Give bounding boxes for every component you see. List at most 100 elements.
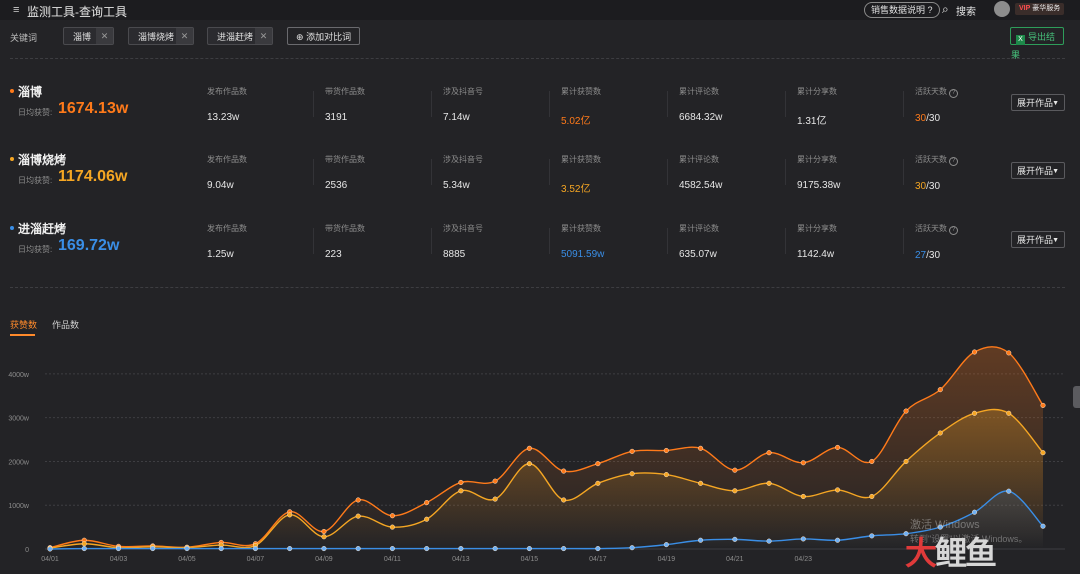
side-scroll-handle[interactable] <box>1073 386 1080 408</box>
brand-logo: 大鲤鱼 <box>905 528 997 574</box>
y-tick-label: 0 <box>25 547 29 554</box>
metric-value: 13.23w <box>207 112 240 123</box>
add-compare-keyword-button[interactable]: ⊕ 添加对比词 <box>287 27 361 45</box>
remove-icon[interactable]: ✕ <box>96 28 113 44</box>
export-results-button[interactable]: X 导出结果 <box>1010 27 1064 60</box>
metric-label: 累计分享数 <box>797 224 837 233</box>
keyword-chip[interactable]: 淄博 ✕ <box>63 27 114 45</box>
data-point <box>732 467 738 473</box>
avg-likes-value: 1174.06w <box>58 168 128 185</box>
data-point <box>47 546 53 552</box>
data-point <box>1040 523 1046 529</box>
data-point <box>1040 450 1046 456</box>
metric-label: 涉及抖音号 <box>443 155 483 164</box>
series-line <box>49 346 1044 549</box>
series-area <box>50 409 1043 549</box>
metric-value: 9.04w <box>207 180 234 191</box>
metric-label-text: 活跃天数 <box>915 87 947 96</box>
metric: 涉及抖音号 5.34w <box>443 154 553 191</box>
remove-icon[interactable]: ✕ <box>255 28 272 44</box>
data-point <box>869 458 875 464</box>
data-point <box>526 546 532 552</box>
metric-value: 1142.4w <box>797 249 835 260</box>
tab-likes[interactable]: 获赞数 <box>10 320 38 330</box>
metric-label: 累计分享数 <box>797 155 837 164</box>
remove-icon[interactable]: ✕ <box>176 28 193 44</box>
metric-label: 带货作品数 <box>325 155 365 164</box>
keyword-chip[interactable]: 淄博烧烤 ✕ <box>128 27 194 45</box>
keyword-chip-label: 进淄赶烤 <box>217 32 254 42</box>
active-days: 30 <box>915 113 927 124</box>
data-point <box>629 471 635 477</box>
data-point <box>81 541 87 547</box>
metric: 涉及抖音号 8885 <box>443 223 553 260</box>
metric: 累计评论数 635.07w <box>679 223 789 260</box>
data-point <box>287 512 293 518</box>
info-icon[interactable]: ? <box>949 157 958 166</box>
metric-separator <box>667 91 668 117</box>
metric-label: 累计获赞数 <box>561 224 601 233</box>
keyword-row: 淄博 日均获赞: 1674.13w 发布作品数 13.23w 带货作品数 3191 涉及抖音号… <box>0 83 1080 143</box>
metric-label: 发布作品数 <box>207 224 247 233</box>
metric-value: 7.14w <box>443 112 470 123</box>
caret-down-icon: ▼ <box>1052 100 1059 107</box>
metric-value: 3.52亿 <box>561 184 591 195</box>
expand-label: 展开作品 <box>1017 166 1054 176</box>
divider <box>10 58 1065 59</box>
tab-works[interactable]: 作品数 <box>52 320 80 330</box>
sales-data-help-button[interactable]: 销售数据说明 ? <box>864 2 940 18</box>
data-point <box>698 480 704 486</box>
vip-badge[interactable]: VIP 豪华服务 <box>1015 3 1065 15</box>
data-point <box>971 509 978 515</box>
data-point <box>492 496 498 502</box>
data-point <box>903 458 909 464</box>
info-icon[interactable]: ? <box>949 89 958 98</box>
data-point <box>766 480 772 486</box>
active-days-value: 30/30 <box>915 181 1025 192</box>
x-tick-label: 04/03 <box>110 556 128 563</box>
metric-separator <box>903 91 904 117</box>
avatar[interactable] <box>994 1 1010 17</box>
metric: 活跃天数? 30/30 <box>915 86 1025 124</box>
vip-service-label: 豪华服务 <box>1032 5 1061 12</box>
data-point <box>1006 410 1012 416</box>
menu-icon[interactable]: ≡ <box>13 4 20 16</box>
page-title: 监测工具-查询工具 <box>27 5 127 19</box>
data-point <box>321 546 327 552</box>
x-tick-label: 04/23 <box>795 556 813 563</box>
data-point <box>869 493 875 500</box>
metric: 发布作品数 9.04w <box>207 154 317 191</box>
metric-label: 带货作品数 <box>325 87 365 96</box>
metric-separator <box>549 228 550 254</box>
metric-value: 6684.32w <box>679 112 723 123</box>
excel-icon: X <box>1016 35 1025 45</box>
data-point <box>766 450 772 456</box>
active-days-total: /30 <box>926 250 941 261</box>
expand-works-button[interactable]: 展开作品 ▼ <box>1011 162 1065 179</box>
windows-activation-watermark: 激活 Windows <box>910 519 980 531</box>
info-icon[interactable]: ? <box>949 226 958 235</box>
keyword-name: 淄博烧烤 <box>18 153 67 167</box>
data-point <box>424 546 430 552</box>
data-point <box>561 497 567 503</box>
expand-works-button[interactable]: 展开作品 ▼ <box>1011 94 1065 111</box>
metric-value: 4582.54w <box>679 180 723 191</box>
caret-down-icon: ▼ <box>1052 168 1059 175</box>
metric: 累计获赞数 5.02亿 <box>561 86 671 127</box>
metric-separator <box>785 159 786 185</box>
export-label: 导出结果 <box>1011 32 1056 60</box>
keyword-dot <box>10 226 14 230</box>
metric-label: 带货作品数 <box>325 224 365 233</box>
data-point <box>321 528 327 535</box>
metric-value: 9175.38w <box>797 180 841 191</box>
avg-likes-label: 日均获赞: <box>18 245 53 254</box>
x-tick-label: 04/09 <box>315 556 333 563</box>
metric-separator <box>431 91 432 117</box>
search-button[interactable]: 搜索 <box>956 7 976 18</box>
data-point <box>869 533 875 539</box>
data-point <box>663 472 669 478</box>
search-icon[interactable]: ⌕ <box>942 2 949 16</box>
keyword-dot <box>10 157 14 161</box>
expand-works-button[interactable]: 展开作品 ▼ <box>1011 231 1065 248</box>
keyword-chip[interactable]: 进淄赶烤 ✕ <box>207 27 273 45</box>
